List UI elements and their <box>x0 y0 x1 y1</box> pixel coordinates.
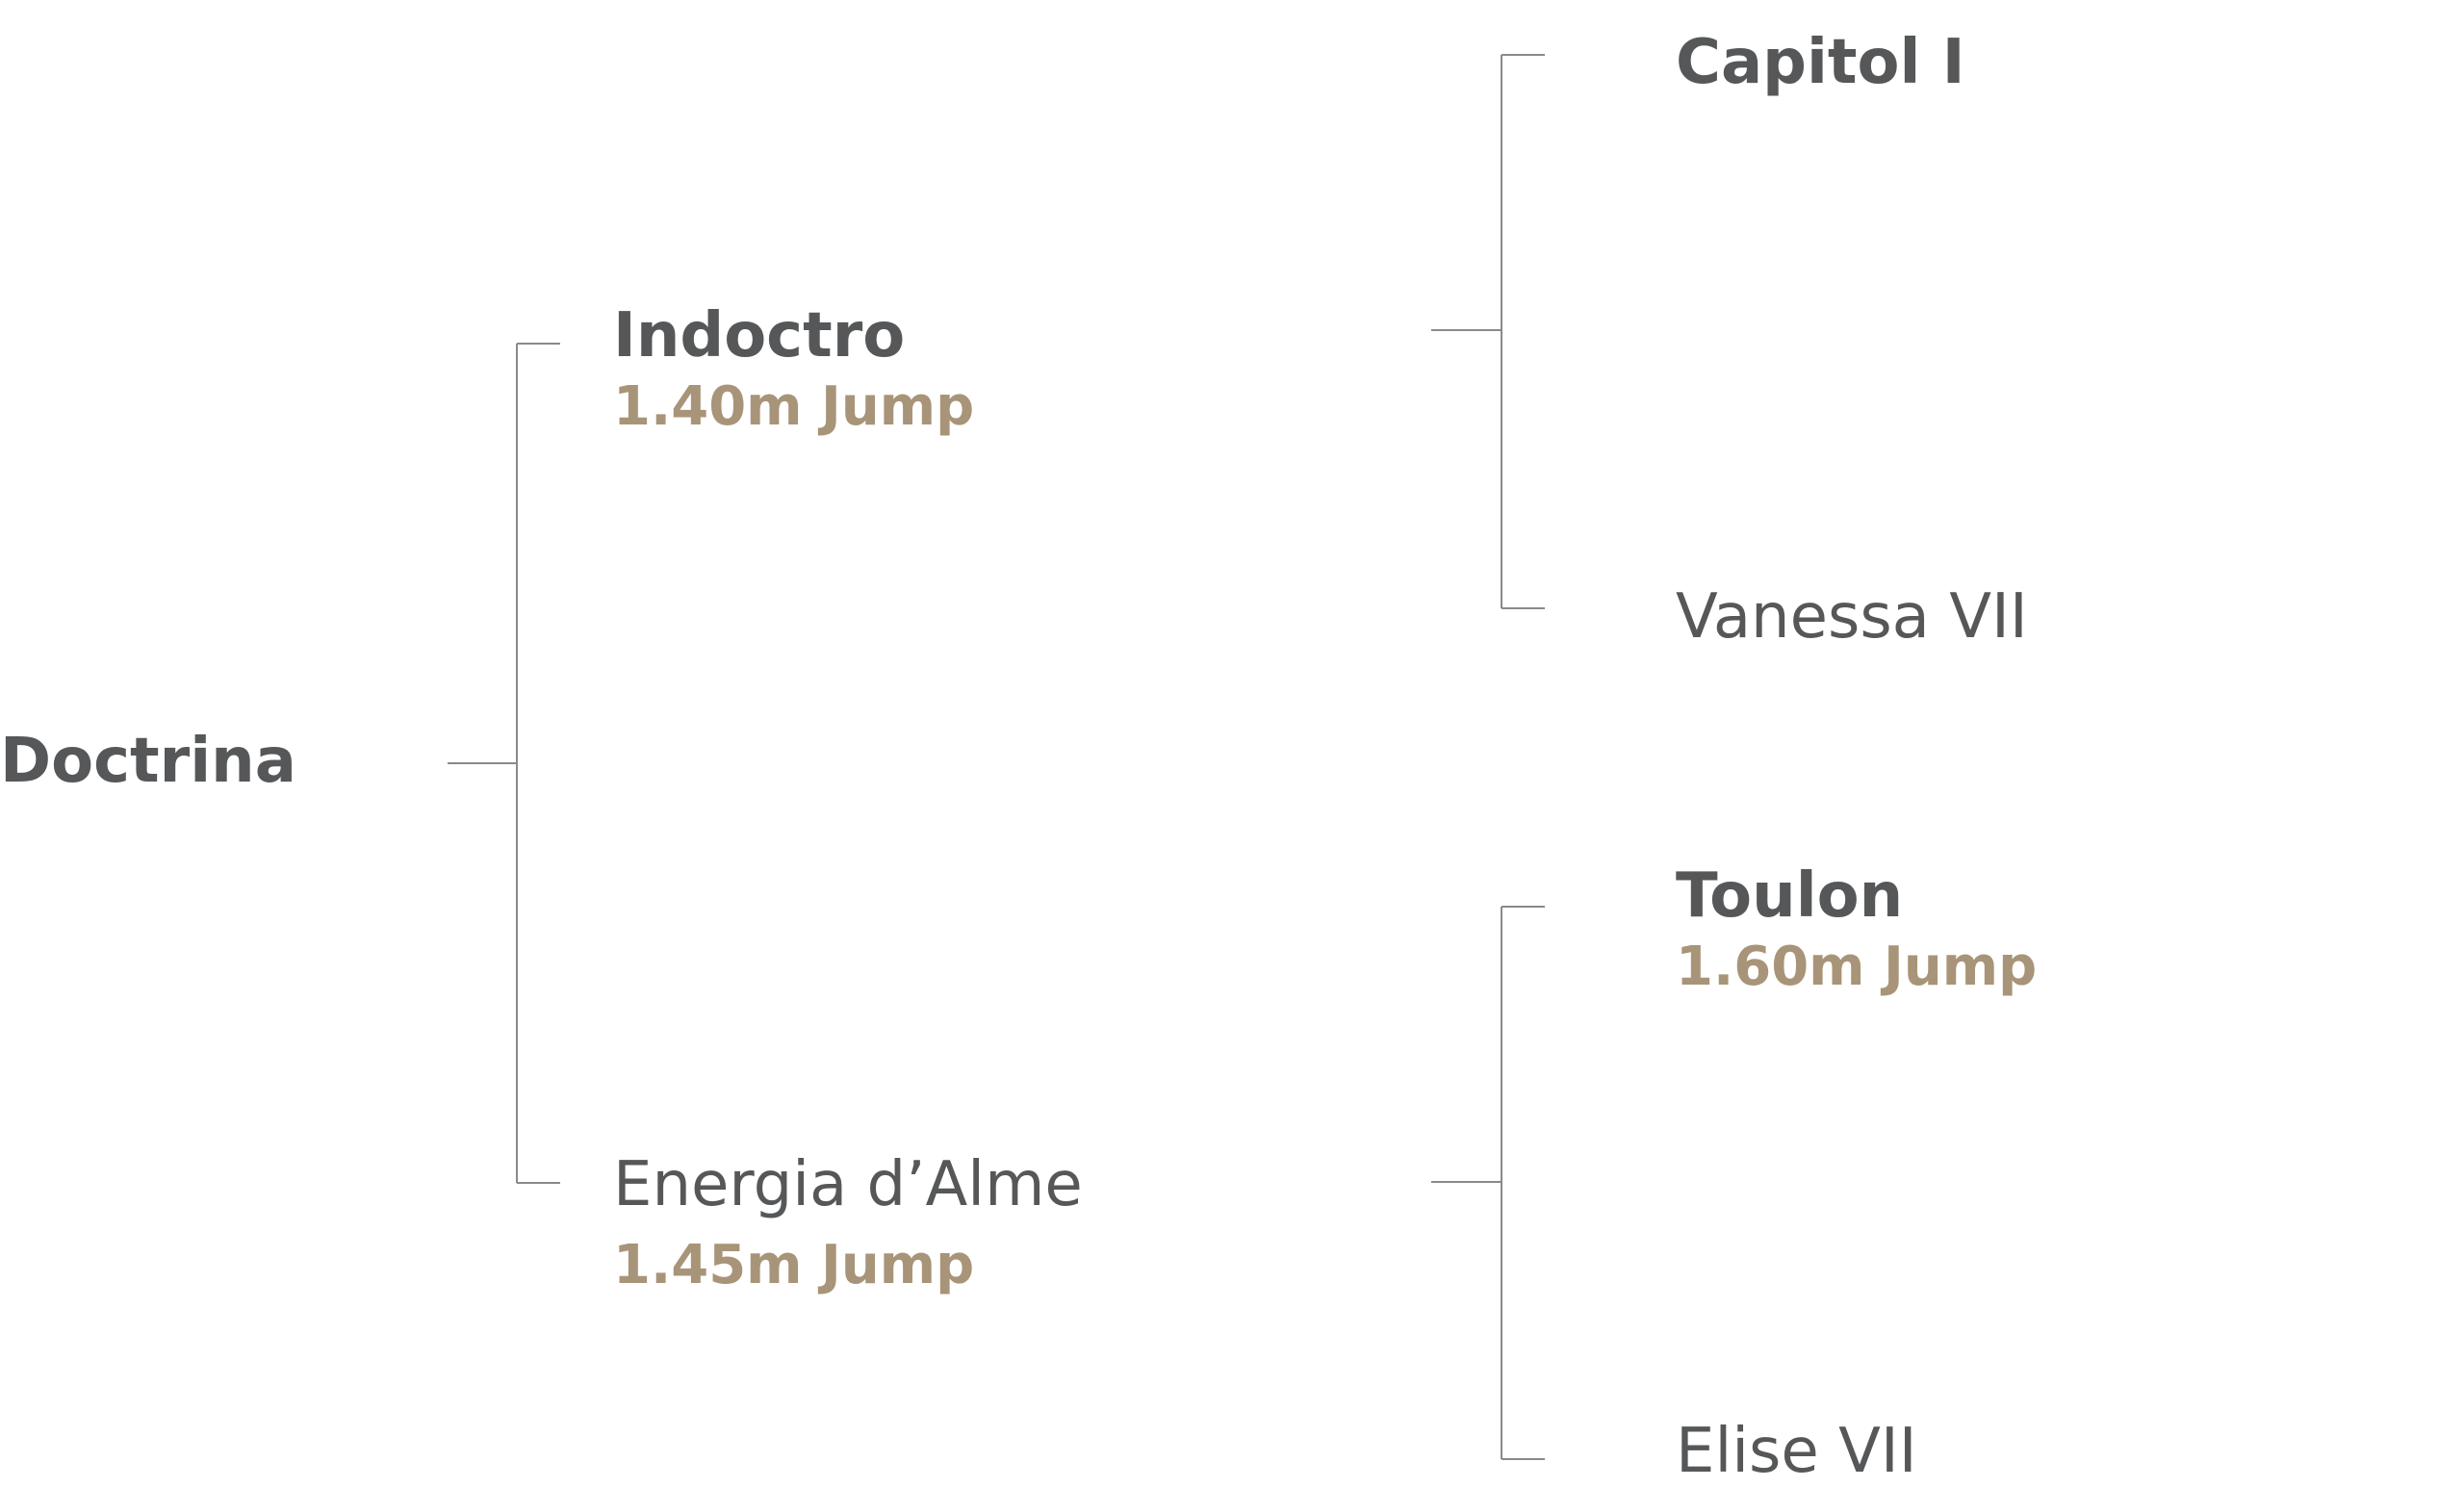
sire-dam-name: Vanessa VII <box>1676 581 2028 653</box>
dam-sire-name: Toulon <box>1676 860 1904 932</box>
dam-achievement: 1.45m Jump <box>613 1234 975 1296</box>
pedigree-node-dam: Energia d’Alme 1.45m Jump <box>613 1148 1083 1300</box>
pedigree-node-sire: Indoctro 1.40m Jump <box>613 299 974 442</box>
pedigree-node-dam-dam: Elise VII <box>1676 1415 1917 1488</box>
pedigree-node-dam-sire: Toulon 1.60m Jump <box>1676 859 2037 1002</box>
connector-dam-to-grandparents <box>1431 906 1545 1460</box>
dam-sire-achievement: 1.60m Jump <box>1676 936 2038 998</box>
pedigree-node-sire-sire: Capitol I <box>1676 26 1965 99</box>
subject-name: Doctrina <box>0 726 296 797</box>
sire-achievement: 1.40m Jump <box>613 375 975 438</box>
pedigree-node-subject: Doctrina <box>0 725 296 798</box>
pedigree-node-sire-dam: Vanessa VII <box>1676 580 2028 654</box>
dam-name: Energia d’Alme <box>613 1149 1083 1220</box>
dam-dam-name: Elise VII <box>1676 1416 1917 1487</box>
sire-sire-name: Capitol I <box>1676 27 1965 98</box>
connector-sire-to-grandparents <box>1431 54 1545 609</box>
connector-subject-to-parents <box>448 343 560 1184</box>
sire-name: Indoctro <box>613 300 906 372</box>
